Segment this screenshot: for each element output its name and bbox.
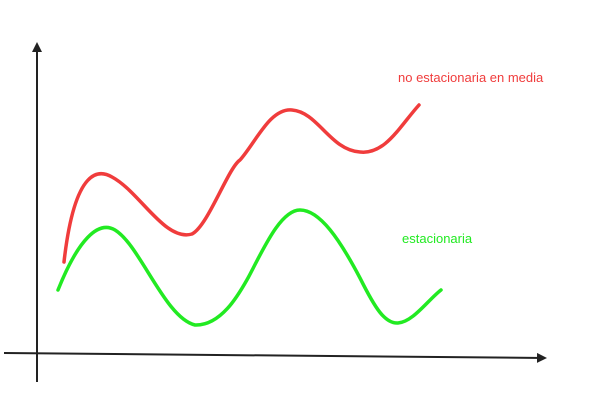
green-series-line bbox=[56, 208, 443, 327]
label-red-series: no estacionaria en media bbox=[398, 70, 544, 85]
red-series-line bbox=[62, 103, 421, 264]
x-axis bbox=[3, 352, 547, 363]
label-green-series: estacionaria bbox=[402, 231, 473, 246]
